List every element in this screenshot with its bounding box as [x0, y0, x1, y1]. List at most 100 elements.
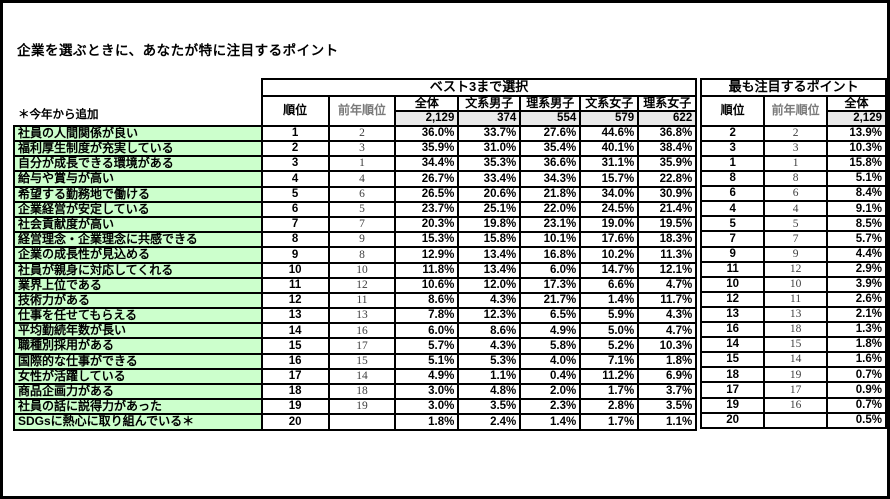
pct-zentai-cell: 20.3% — [394, 215, 460, 234]
best3-table: ＊今年から追加 ベスト3まで選択 順位 前年順位 全体 文系男子 理系男子 文系… — [13, 78, 698, 431]
table-row: 20 0.5% — [700, 411, 887, 429]
rank-cell: 2 — [260, 140, 330, 158]
pct-bunkei-joshi-cell: 5.2% — [579, 337, 640, 355]
group-header-bunkei-joshi: 文系女子 — [579, 94, 640, 113]
prev-rank-cell: 4 — [763, 200, 829, 218]
pct-bunkei-joshi-cell: 1.7% — [579, 413, 640, 431]
table-row: 女性が活躍している 17 14 4.9% 1.1% 0.4% 11.2% 6.9… — [13, 367, 698, 386]
pct-rikei-joshi-cell: 4.3% — [637, 307, 698, 325]
row-label: 仕事を任せてもらえる — [13, 307, 263, 325]
table-row: SDGsに熱心に取り組んでいる＊ 20 1.8% 2.4% 1.4% 1.7% … — [13, 413, 698, 431]
prev-rank-cell: 19 — [327, 398, 397, 416]
prev-rank-cell: 9 — [763, 245, 829, 263]
pct-rikei-joshi-cell: 1.1% — [637, 413, 698, 431]
pct-bunkei-joshi-cell: 17.6% — [579, 231, 640, 249]
pct-rikei-joshi-cell: 35.9% — [637, 155, 698, 173]
pct-rikei-danshi-cell: 4.0% — [519, 352, 582, 370]
pct-bunkei-danshi-cell: 12.0% — [457, 276, 522, 294]
pct-rikei-joshi-cell: 1.8% — [637, 352, 698, 370]
pct-rikei-danshi-cell: 21.8% — [519, 185, 582, 203]
table-row: 国際的な仕事ができる 16 15 5.1% 5.3% 4.0% 7.1% 1.8… — [13, 352, 698, 370]
table-row: 3 3 10.3% — [700, 139, 887, 158]
rank-cell: 10 — [700, 275, 766, 293]
table-row: 7 7 5.7% — [700, 230, 887, 248]
rank-column-header: 順位 — [700, 95, 766, 127]
pct-bunkei-danshi-cell: 33.4% — [457, 170, 522, 188]
pct-zentai-cell: 3.0% — [394, 383, 460, 401]
pct-bunkei-joshi-cell: 1.4% — [579, 291, 640, 310]
table-row: 経営理念・企業理念に共感できる 8 9 15.3% 15.8% 10.1% 17… — [13, 231, 698, 249]
table-row: 16 18 1.3% — [700, 321, 887, 339]
pct-bunkei-danshi-cell: 2.4% — [457, 413, 522, 431]
table-row: 8 8 5.1% — [700, 170, 887, 188]
pct-zentai-cell: 3.0% — [394, 398, 460, 416]
pct-rikei-danshi-cell: 6.0% — [519, 261, 582, 279]
pct-zentai-cell: 34.4% — [394, 155, 460, 173]
pct-bunkei-danshi-cell: 3.5% — [457, 398, 522, 416]
pct-zentai-cell: 9.1% — [826, 200, 887, 218]
prev-rank-cell: 8 — [327, 246, 397, 264]
table-row: 19 16 0.7% — [700, 396, 887, 414]
count-zentai: 2,129 — [826, 110, 887, 127]
pct-zentai-cell: 1.8% — [394, 413, 460, 431]
pct-zentai-cell: 36.0% — [394, 124, 460, 143]
pct-rikei-danshi-cell: 2.0% — [519, 383, 582, 401]
table-row: 業界上位である 11 12 10.6% 12.0% 17.3% 6.6% 4.7… — [13, 276, 698, 294]
table-row: 職種別採用がある 15 17 5.7% 4.3% 5.8% 5.2% 10.3% — [13, 337, 698, 355]
prev-rank-cell: 16 — [763, 396, 829, 414]
row-label: 国際的な仕事ができる — [13, 352, 263, 370]
table-row: 社員の人間関係が良い 1 2 36.0% 33.7% 27.6% 44.6% 3… — [13, 124, 698, 143]
pct-rikei-joshi-cell: 6.9% — [637, 367, 698, 386]
prev-rank-cell: 11 — [327, 291, 397, 310]
row-label: 希望する勤務地で働ける — [13, 185, 263, 203]
count-rikei-danshi: 554 — [519, 110, 582, 127]
table-row: 13 13 2.1% — [700, 305, 887, 324]
prev-rank-cell: 4 — [327, 170, 397, 188]
prev-rank-cell: 12 — [327, 276, 397, 294]
prev-rank-cell: 7 — [763, 230, 829, 248]
pct-zentai-cell: 1.6% — [826, 351, 887, 369]
prev-rank-cell: 18 — [327, 383, 397, 401]
pct-zentai-cell: 15.3% — [394, 231, 460, 249]
prev-rank-cell: 1 — [763, 155, 829, 173]
pct-rikei-joshi-cell: 3.5% — [637, 398, 698, 416]
prev-rank-cell: 3 — [327, 140, 397, 158]
footnote: ＊今年から追加 — [14, 79, 262, 126]
pct-bunkei-danshi-cell: 12.3% — [457, 307, 522, 325]
pct-zentai-cell: 0.7% — [826, 396, 887, 414]
prev-rank-cell: 5 — [763, 215, 829, 233]
table-row: 給与や賞与が高い 4 4 26.7% 33.4% 34.3% 15.7% 22.… — [13, 170, 698, 188]
row-label: 職種別採用がある — [13, 337, 263, 355]
row-label: 企業の成長性が見込める — [13, 246, 263, 264]
rank-cell: 11 — [700, 260, 766, 278]
rank-cell: 15 — [700, 351, 766, 369]
pct-zentai-cell: 11.8% — [394, 261, 460, 279]
pct-zentai-cell: 26.5% — [394, 185, 460, 203]
pct-rikei-joshi-cell: 10.3% — [637, 337, 698, 355]
table-row: 15 14 1.6% — [700, 351, 887, 369]
row-label: 業界上位である — [13, 276, 263, 294]
table-row: 福利厚生制度が充実している 2 3 35.9% 31.0% 35.4% 40.1… — [13, 140, 698, 158]
pct-bunkei-joshi-cell: 34.0% — [579, 185, 640, 203]
prev-rank-header-label: 前年順位 — [337, 103, 386, 118]
count-bunkei-joshi: 579 — [579, 110, 640, 127]
pct-zentai-cell: 8.4% — [826, 185, 887, 203]
best3-banner-row: ＊今年から追加 ベスト3まで選択 — [14, 78, 698, 126]
pct-rikei-joshi-cell: 22.8% — [637, 170, 698, 188]
pct-rikei-joshi-cell: 21.4% — [637, 200, 698, 218]
pct-zentai-cell: 3.9% — [826, 275, 887, 293]
pct-bunkei-danshi-cell: 4.3% — [457, 291, 522, 310]
pct-bunkei-danshi-cell: 1.1% — [457, 367, 522, 386]
pct-bunkei-joshi-cell: 24.5% — [579, 200, 640, 218]
rank-cell: 10 — [260, 261, 330, 279]
pct-rikei-danshi-cell: 2.3% — [519, 398, 582, 416]
rank-cell: 1 — [700, 155, 766, 173]
row-label: 社員が親身に対応してくれる — [13, 261, 263, 279]
rank-cell: 17 — [260, 367, 330, 386]
rank-cell: 19 — [260, 398, 330, 416]
pct-zentai-cell: 12.9% — [394, 246, 460, 264]
pct-zentai-cell: 4.9% — [394, 367, 460, 386]
pct-rikei-danshi-cell: 17.3% — [519, 276, 582, 294]
pct-zentai-cell: 1.3% — [826, 321, 887, 339]
table-row: 企業の成長性が見込める 9 8 12.9% 13.4% 16.8% 10.2% … — [13, 246, 698, 264]
